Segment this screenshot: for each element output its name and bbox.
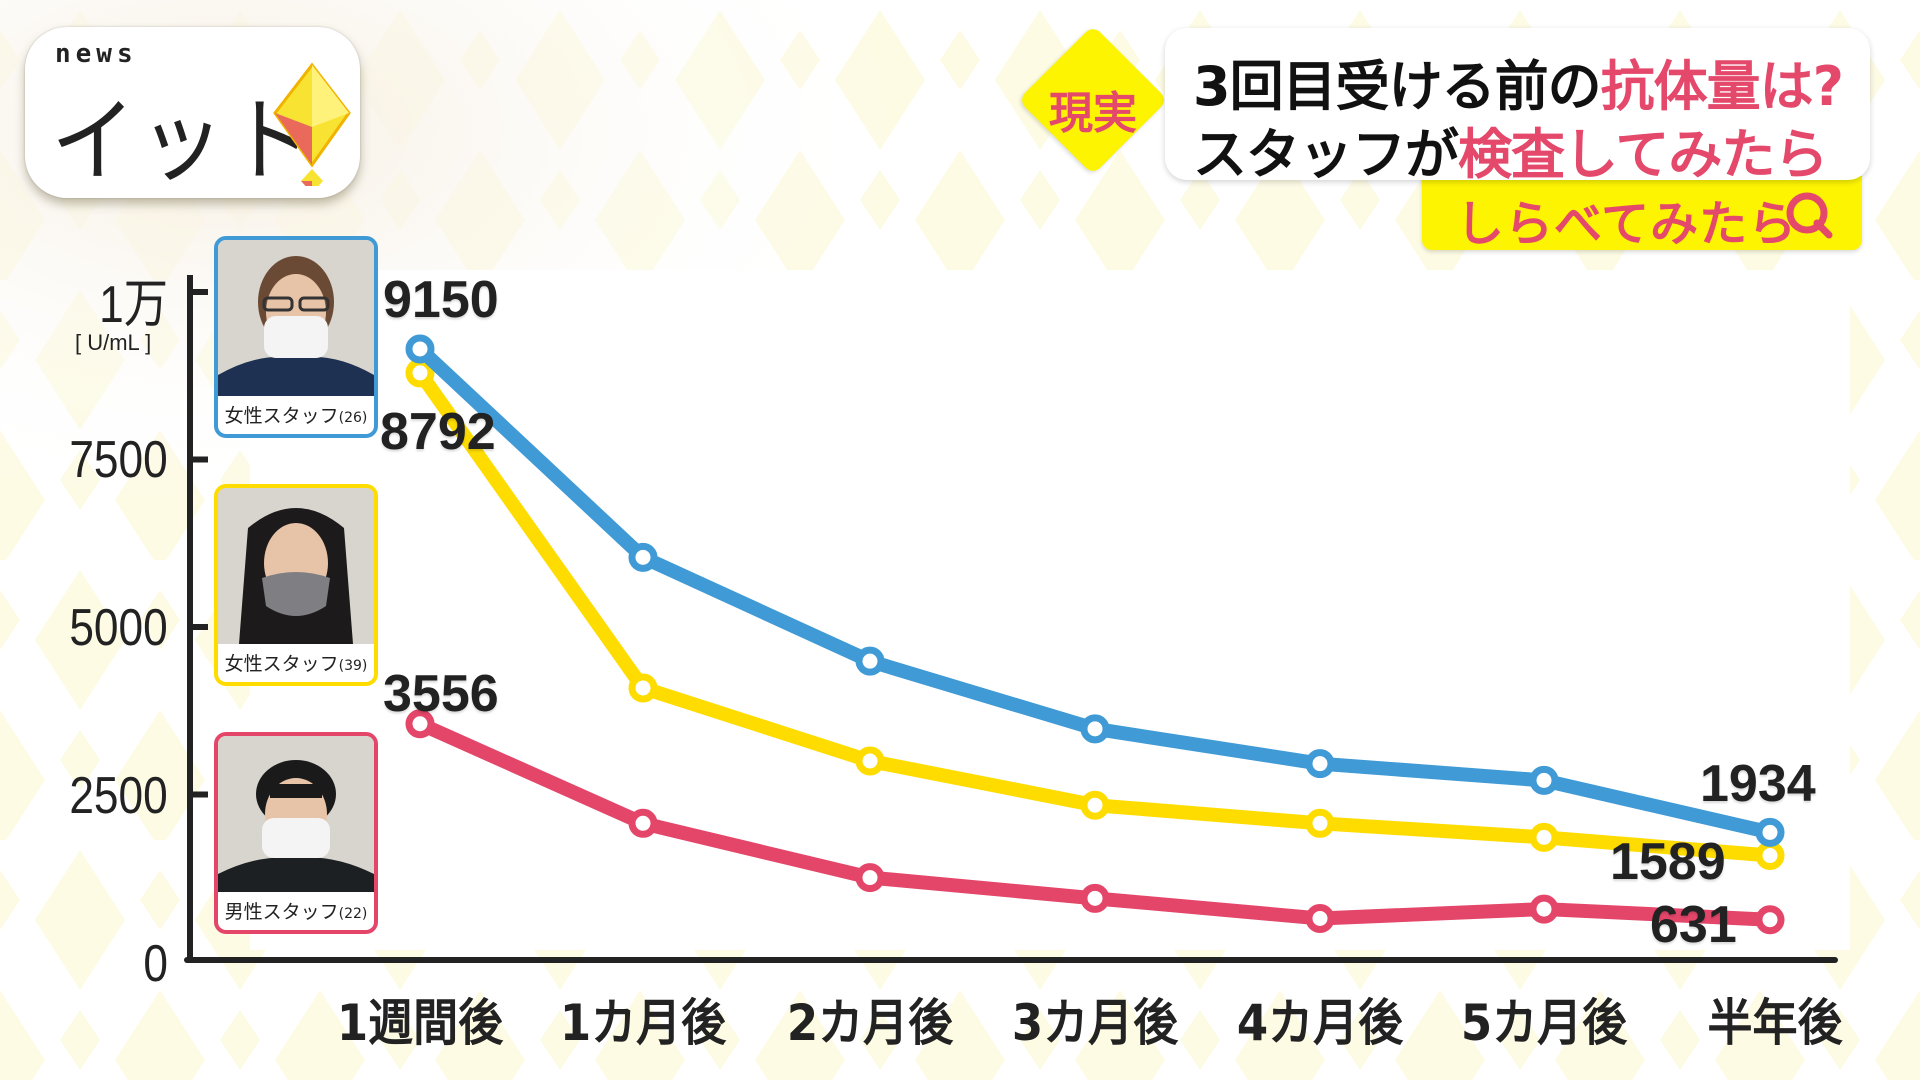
data-point-marker: [405, 334, 435, 364]
title-line-2: スタッフが検査してみたら: [1193, 110, 1828, 189]
data-point-marker: [1755, 817, 1785, 847]
value-label-blue-first: 9150: [383, 271, 499, 329]
title-caption-box: 3回目受ける前の抗体量は? スタッフが検査してみたら: [1165, 28, 1870, 186]
y-tick-label-5000: 5000: [69, 599, 168, 657]
data-point-marker: [1080, 790, 1110, 820]
segment-subtitle-box: しらべてみたら: [1422, 176, 1862, 252]
value-label-yellow-last: 1589: [1610, 833, 1726, 891]
data-point-marker: [1305, 749, 1335, 779]
staff-photo-male-22: [218, 736, 374, 892]
title-line-2-highlight: 検査してみたら: [1458, 123, 1828, 186]
x-label-4-month: 4カ月後: [1236, 994, 1404, 1052]
data-point-marker: [855, 646, 885, 676]
data-point-marker: [1529, 822, 1559, 852]
data-point-marker: [1755, 905, 1785, 935]
reality-tag-text: 現実: [1049, 88, 1137, 139]
logo-news-text: news: [55, 39, 138, 69]
data-point-marker: [1080, 714, 1110, 744]
staff-caption-female-39: 女性スタッフ(39): [224, 653, 368, 675]
staff-caption-female-26: 女性スタッフ(26): [224, 405, 368, 427]
data-point-marker: [628, 673, 658, 703]
y-tick-label-10000: 1万: [99, 276, 168, 334]
staff-photo-female-39: [218, 488, 374, 644]
data-point-marker: [1305, 903, 1335, 933]
data-point-marker: [628, 542, 658, 572]
staff-caption-male-22: 男性スタッフ(22): [224, 901, 368, 923]
title-line-1: 3回目受ける前の抗体量は?: [1193, 42, 1844, 121]
data-point-marker: [405, 709, 435, 739]
data-point-marker: [855, 746, 885, 776]
y-tick-label-7500: 7500: [69, 431, 168, 489]
staff-card-male-22: 男性スタッフ(22): [214, 732, 378, 934]
x-label-5-month: 5カ月後: [1460, 994, 1628, 1052]
data-point-marker: [1529, 765, 1559, 795]
gem-exclamation-icon: [273, 62, 351, 186]
x-label-half-year: 半年後: [1707, 994, 1843, 1052]
x-label-1-week: 1週間後: [336, 994, 504, 1052]
value-label-red-first: 3556: [383, 665, 499, 723]
y-axis-ticks: [190, 289, 208, 798]
data-point-marker: [1080, 883, 1110, 913]
staff-card-female-39: 女性スタッフ(39): [214, 484, 378, 686]
data-point-marker: [1529, 894, 1559, 924]
x-label-3-month: 3カ月後: [1011, 994, 1179, 1052]
news-it-logo: news イット: [25, 27, 360, 198]
value-label-yellow-first: 8792: [380, 403, 496, 461]
value-label-red-last: 631: [1650, 896, 1737, 954]
chart-series: [405, 334, 1785, 935]
value-label-blue-last: 1934: [1700, 755, 1816, 813]
data-point-marker: [855, 863, 885, 893]
title-line-1-highlight: 抗体量は?: [1600, 55, 1844, 118]
data-point-marker: [1305, 808, 1335, 838]
x-label-2-month: 2カ月後: [786, 994, 954, 1052]
series-line: [415, 343, 1772, 840]
data-point-marker: [1755, 841, 1785, 871]
logo-name-text: イット: [51, 88, 316, 195]
x-label-1-month: 1カ月後: [559, 994, 727, 1052]
y-tick-label-2500: 2500: [69, 767, 168, 825]
staff-card-female-26: 女性スタッフ(26): [214, 236, 378, 438]
segment-subtitle-text: しらべてみたら: [1456, 196, 1798, 252]
staff-photo-female-26: [218, 240, 374, 396]
reality-tag-badge: 現実: [1018, 25, 1168, 175]
y-axis-unit: [ U/mL ]: [75, 330, 152, 355]
title-line-1-plain: 3回目受ける前の: [1193, 55, 1602, 118]
y-tick-label-0: 0: [143, 935, 168, 993]
title-line-2-plain: スタッフが: [1193, 123, 1459, 186]
data-point-marker: [628, 808, 658, 838]
search-q-icon: [1786, 192, 1833, 239]
